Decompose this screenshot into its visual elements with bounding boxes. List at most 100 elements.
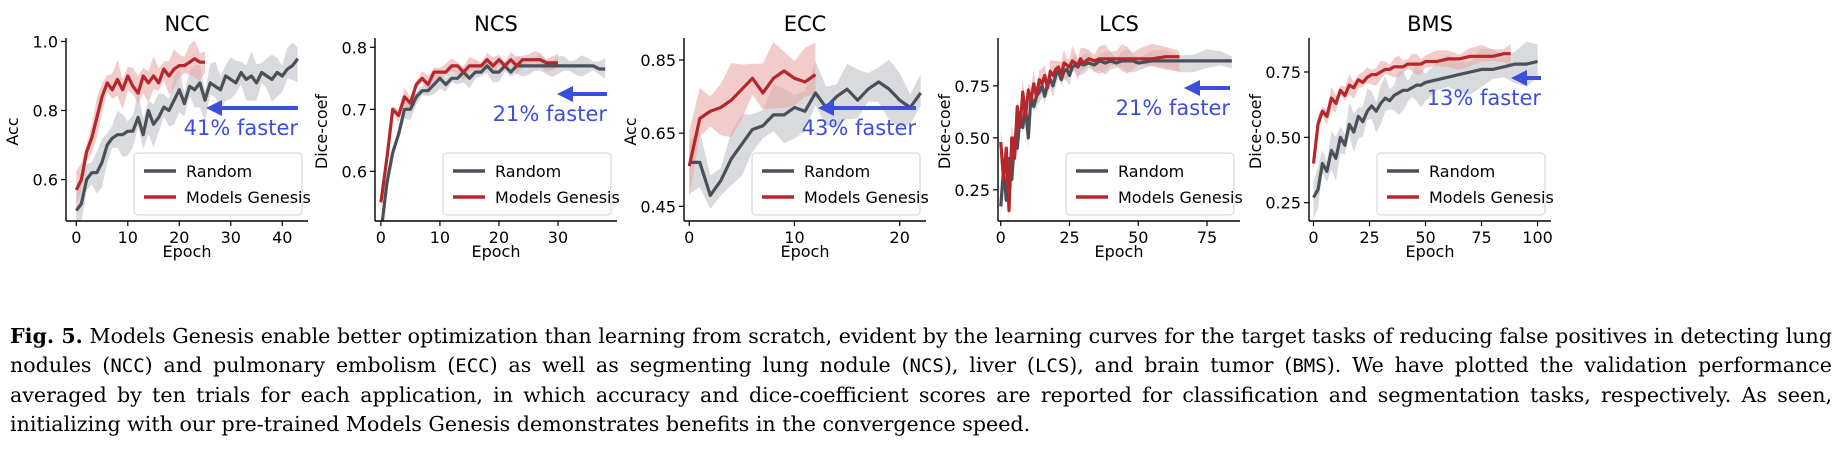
plot-area (1311, 41, 1538, 221)
legend-box (442, 152, 612, 216)
x-tick-label: 20 (489, 228, 509, 247)
x-tick-label: 0 (684, 228, 694, 247)
series-line-genesis (74, 57, 205, 191)
caption-segment: LCS (1034, 355, 1070, 377)
y-tick-label: 0.75 (1265, 63, 1301, 82)
legend-box (1376, 152, 1546, 216)
y-tick-label: 0.8 (33, 102, 58, 121)
chart-title: ECC (784, 12, 827, 36)
x-axis-label: Epoch (1406, 242, 1455, 261)
x-tick-label: 10 (784, 228, 804, 247)
confidence-band-random (1000, 48, 1232, 219)
confidence-band-genesis (689, 42, 816, 198)
series-line-genesis (1311, 52, 1511, 164)
x-tick-label: 10 (118, 228, 138, 247)
series-line-random (380, 64, 606, 221)
x-axis-label: Epoch (472, 242, 521, 261)
x-tick-label: 50 (1128, 228, 1148, 247)
caption-segment: ) as well as segmenting lung nodule ( (489, 353, 910, 377)
x-tick-label: 100 (1522, 228, 1553, 247)
chart-title: LCS (1099, 12, 1139, 36)
y-axis-label: Acc (621, 117, 640, 145)
x-tick-label: 0 (376, 228, 386, 247)
chart-title: NCC (164, 12, 209, 36)
y-tick-label: 0.25 (1265, 194, 1301, 213)
plot-area (999, 43, 1232, 221)
speedup-annotation: 21% faster (1116, 96, 1231, 120)
y-axis-label: Dice-coef (312, 94, 331, 170)
legend-box (751, 152, 921, 216)
series-line-genesis (379, 58, 558, 203)
speedup-annotation: 13% faster (1427, 86, 1542, 110)
legend-label-genesis: Models Genesis (804, 188, 929, 207)
confidence-band-random (381, 55, 606, 221)
legend-label-random: Random (804, 162, 870, 181)
y-tick-label: 0.45 (640, 197, 676, 216)
speedup-arrow-head (557, 86, 573, 102)
figure-caption: Fig. 5. Models Genesis enable better opt… (10, 322, 1832, 439)
y-axis-label: Acc (3, 117, 22, 145)
legend-label-genesis: Models Genesis (495, 188, 620, 207)
y-axis-label: Dice-coef (1246, 94, 1265, 170)
x-axis-label: Epoch (1095, 242, 1144, 261)
series-line-random (689, 80, 922, 197)
legend-label-random: Random (495, 162, 561, 181)
plot-area (74, 40, 299, 221)
chart-panel-ecc: 0 10 20 0.45 0.65 0.85 ECC Epoch Acc 43% faster Ra… (621, 12, 929, 261)
x-tick-label: 20 (169, 228, 189, 247)
legend-label-random: Random (1429, 162, 1495, 181)
series-line-random (75, 57, 299, 212)
x-tick-label: 30 (221, 228, 241, 247)
legend-label-genesis: Models Genesis (1429, 188, 1554, 207)
caption-body: Models Genesis enable better optimizatio… (10, 324, 1832, 436)
x-tick-label: 0 (996, 228, 1006, 247)
y-tick-label: 0.50 (954, 129, 990, 148)
chart-panel-lcs: 0 25 50 75 0.25 0.50 0.75 LCS Epoch Dice-coef 21% … (935, 12, 1243, 261)
caption-segment: ECC (455, 355, 490, 377)
x-tick-label: 75 (1471, 228, 1491, 247)
x-tick-label: 30 (548, 228, 568, 247)
legend-label-genesis: Models Genesis (1118, 188, 1243, 207)
figure-panels: 0 10 20 30 40 0.6 0.8 1.0 NCC Epoch Acc 41% faster R… (3, 12, 1554, 261)
y-axis-label: Dice-coef (935, 94, 954, 170)
caption-segment: ) and pulmonary embolism ( (144, 353, 456, 377)
chart-panel-bms: 0 25 50 75 100 0.25 0.50 0.75 BMS Epoch Dice-coef 1… (1246, 12, 1554, 261)
caption-segment: Models Genesis enable better optimizatio… (10, 324, 1832, 377)
x-tick-label: 10 (430, 228, 450, 247)
caption-segment: BMS (1292, 355, 1327, 377)
chart-title: NCS (474, 12, 518, 36)
x-tick-label: 0 (71, 228, 81, 247)
y-tick-label: 0.75 (954, 77, 990, 96)
caption-label: Fig. 5. (10, 324, 83, 348)
legend-label-random: Random (1118, 162, 1184, 181)
x-tick-label: 20 (890, 228, 910, 247)
caption-segment: ), liver ( (943, 353, 1035, 377)
x-axis-label: Epoch (781, 242, 830, 261)
chart-panel-ncc: 0 10 20 30 40 0.6 0.8 1.0 NCC Epoch Acc 41% faster R… (3, 12, 311, 261)
confidence-band-genesis (1313, 44, 1511, 174)
x-tick-label: 0 (1308, 228, 1318, 247)
x-tick-label: 40 (272, 228, 292, 247)
y-tick-label: 0.25 (954, 181, 990, 200)
caption-segment: ), and brain tumor ( (1069, 353, 1293, 377)
speedup-annotation: 43% faster (802, 116, 917, 140)
y-tick-label: 0.65 (640, 124, 676, 143)
y-tick-label: 0.8 (342, 38, 367, 57)
x-tick-label: 50 (1415, 228, 1435, 247)
caption-segment: ). We have plotted the validation perfor… (10, 353, 1832, 436)
series-line-random (999, 59, 1232, 207)
legend-box (1065, 152, 1235, 216)
confidence-band-random (76, 42, 298, 221)
speedup-arrow-head (1184, 80, 1200, 96)
speedup-arrow-head (1511, 70, 1527, 86)
y-tick-label: 1.0 (33, 32, 58, 51)
chart-title: BMS (1407, 12, 1453, 36)
speedup-arrow-head (818, 100, 834, 116)
plot-area (687, 42, 922, 209)
y-tick-label: 0.7 (342, 100, 367, 119)
y-tick-label: 0.50 (1265, 128, 1301, 147)
legend-box (133, 152, 303, 216)
speedup-annotation: 41% faster (184, 116, 299, 140)
y-tick-label: 0.6 (33, 171, 58, 190)
confidence-band-random (1313, 41, 1538, 221)
